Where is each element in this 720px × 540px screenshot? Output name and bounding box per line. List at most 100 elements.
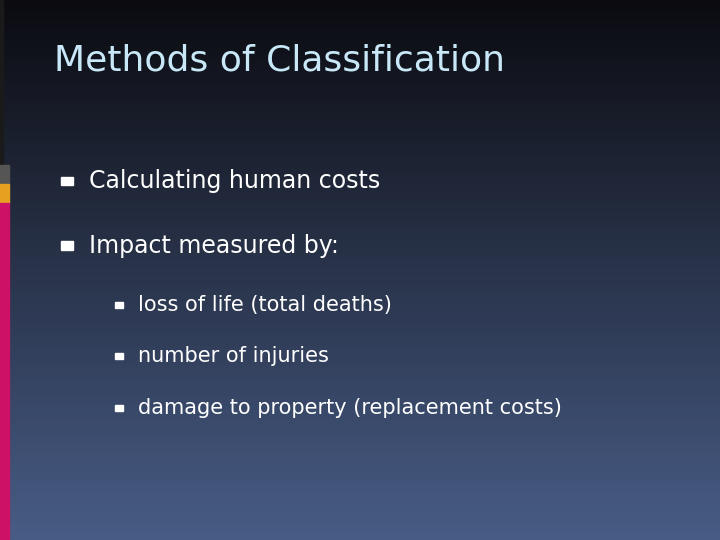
Bar — [0, 49, 720, 51]
Bar — [0, 122, 720, 124]
Bar — [0, 400, 720, 402]
Bar — [0, 232, 720, 235]
Bar — [0, 397, 720, 400]
Bar — [0, 173, 720, 176]
Bar — [115, 302, 123, 308]
Bar — [0, 38, 720, 40]
Bar — [0, 251, 720, 254]
Bar — [0, 440, 720, 443]
Bar — [0, 181, 720, 184]
Bar — [0, 418, 720, 421]
Bar — [0, 508, 720, 510]
Bar — [0, 427, 720, 429]
Bar — [0, 305, 720, 308]
Bar — [0, 246, 720, 248]
Bar — [0, 362, 720, 364]
Bar — [0, 202, 720, 205]
Bar — [0, 316, 720, 319]
Bar — [0, 97, 720, 100]
Bar — [0, 310, 720, 313]
Bar — [0, 108, 720, 111]
Bar — [0, 338, 720, 340]
Bar — [0, 40, 720, 43]
Bar — [0, 176, 720, 178]
Bar — [0, 27, 720, 30]
Bar — [0, 140, 720, 143]
Bar — [0, 275, 720, 278]
Bar — [0, 502, 720, 505]
Text: damage to property (replacement costs): damage to property (replacement costs) — [138, 397, 562, 418]
Bar — [0, 184, 720, 186]
Bar — [0, 491, 720, 494]
Bar — [0, 146, 720, 148]
Bar — [0, 221, 720, 224]
Bar — [0, 113, 720, 116]
Bar — [0, 51, 720, 54]
Bar — [0, 327, 720, 329]
Bar — [0, 22, 720, 24]
Bar — [0, 497, 720, 500]
Bar — [0, 364, 720, 367]
Bar — [0, 35, 720, 38]
Bar — [0, 373, 720, 375]
Bar — [0, 11, 720, 14]
Bar — [0, 483, 720, 486]
Bar — [0, 535, 720, 537]
Bar — [0, 500, 720, 502]
Bar — [0, 227, 720, 229]
Bar — [0, 265, 720, 267]
Bar — [0, 413, 720, 416]
Bar — [0, 54, 720, 57]
Bar — [0, 230, 720, 232]
Bar — [0, 459, 720, 462]
Bar — [0, 446, 720, 448]
Bar — [0, 192, 720, 194]
Bar — [0, 213, 720, 216]
Bar — [0, 81, 720, 84]
Bar — [0, 454, 720, 456]
Bar — [0, 103, 720, 105]
Bar — [0, 464, 720, 467]
Bar — [0, 424, 720, 427]
Bar — [0, 24, 720, 27]
Bar — [0, 124, 720, 127]
Bar — [0, 143, 720, 146]
Bar — [0, 529, 720, 532]
Bar — [0, 297, 720, 300]
Bar — [0, 235, 720, 238]
Bar — [0, 46, 720, 49]
Bar — [0, 416, 720, 418]
Bar — [0, 270, 720, 273]
Bar — [0, 332, 720, 335]
Bar — [0, 521, 720, 524]
Bar — [0, 370, 720, 373]
Bar — [0, 518, 720, 521]
Bar — [0, 405, 720, 408]
Bar — [0, 65, 720, 68]
Bar — [0, 57, 720, 59]
Text: loss of life (total deaths): loss of life (total deaths) — [138, 295, 392, 315]
Bar — [0, 367, 720, 370]
Bar — [0, 130, 720, 132]
Bar — [0, 343, 720, 346]
Bar — [0, 240, 720, 243]
Bar — [0, 348, 720, 351]
Bar — [0, 59, 720, 62]
Bar — [0, 8, 720, 11]
Bar — [0, 356, 720, 359]
Bar — [0, 84, 720, 86]
Bar — [0, 165, 720, 167]
Bar — [0, 14, 720, 16]
Bar — [0, 410, 720, 413]
Bar — [0, 202, 9, 540]
Bar — [0, 73, 720, 76]
Bar — [0, 194, 720, 197]
Bar — [0, 435, 720, 437]
Bar — [0, 0, 4, 540]
Bar — [0, 486, 720, 489]
Bar — [115, 405, 123, 410]
Bar — [0, 319, 720, 321]
Bar — [0, 43, 720, 46]
Bar — [0, 359, 720, 362]
Bar — [115, 353, 123, 360]
